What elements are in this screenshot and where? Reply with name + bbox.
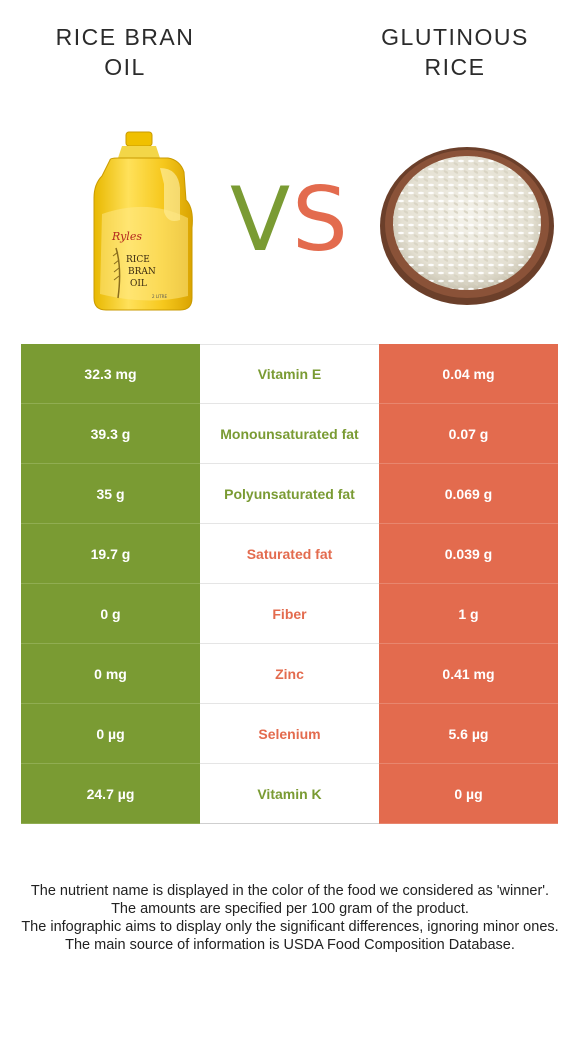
table-row: 24.7 µg Vitamin K 0 µg [21, 764, 558, 824]
bottle-label-line2: BRAN [128, 267, 156, 277]
vs-letter-s: S [292, 170, 348, 260]
left-value: 32.3 mg [21, 344, 200, 404]
right-value: 0.039 g [379, 524, 558, 584]
footnote-line2: The amounts are specified per 100 gram o… [111, 901, 469, 917]
nutrient-name: Fiber [200, 584, 379, 643]
table-row: 0 µg Selenium 5.6 µg [21, 704, 558, 764]
bottle-label-line3: OIL [130, 279, 147, 289]
table-row: 39.3 g Monounsaturated fat 0.07 g [21, 404, 558, 464]
bottle-label-line1: RICE [126, 255, 150, 265]
nutrient-name: Monounsaturated fat [200, 404, 379, 463]
left-food-title: RICE BRAN OIL [0, 22, 250, 82]
vs-label: V S [230, 170, 348, 260]
nutrient-name: Vitamin E [200, 344, 379, 403]
right-value: 0 µg [379, 764, 558, 824]
right-value: 0.069 g [379, 464, 558, 524]
right-food-title-line1: GLUTINOUS [381, 24, 529, 50]
footnote: The nutrient name is displayed in the co… [20, 882, 560, 954]
footnote-line1: The nutrient name is displayed in the co… [30, 883, 550, 899]
rice-bran-oil-bottle-image: Ryles RICE BRAN OIL 2 LITRE [93, 131, 193, 311]
nutrient-name: Selenium [200, 704, 379, 763]
nutrient-name: Zinc [200, 644, 379, 703]
table-row: 32.3 mg Vitamin E 0.04 mg [21, 344, 558, 404]
right-food-title: GLUTINOUS RICE [330, 22, 580, 82]
nutrient-name: Polyunsaturated fat [200, 464, 379, 523]
right-value: 1 g [379, 584, 558, 644]
table-row: 0 mg Zinc 0.41 mg [21, 644, 558, 704]
right-value: 5.6 µg [379, 704, 558, 764]
left-value: 39.3 g [21, 404, 200, 464]
left-value: 19.7 g [21, 524, 200, 584]
bottle-brand-text: Ryles [111, 230, 142, 243]
nutrient-name: Saturated fat [200, 524, 379, 583]
right-value: 0.04 mg [379, 344, 558, 404]
left-food-title-line2: OIL [104, 54, 146, 80]
left-value: 0 mg [21, 644, 200, 704]
right-value: 0.41 mg [379, 644, 558, 704]
right-value: 0.07 g [379, 404, 558, 464]
glutinous-rice-bowl-image [380, 147, 554, 305]
left-value: 0 g [21, 584, 200, 644]
vs-letter-v: V [230, 170, 290, 260]
bottle-volume-text: 2 LITRE [152, 294, 167, 299]
table-row: 19.7 g Saturated fat 0.039 g [21, 524, 558, 584]
table-row: 0 g Fiber 1 g [21, 584, 558, 644]
left-value: 24.7 µg [21, 764, 200, 824]
left-value: 0 µg [21, 704, 200, 764]
left-value: 35 g [21, 464, 200, 524]
footnote-line3: The infographic aims to display only the… [21, 919, 559, 935]
left-food-title-line1: RICE BRAN [55, 24, 195, 50]
footnote-line4: The main source of information is USDA F… [65, 937, 515, 953]
right-food-title-line2: RICE [424, 54, 486, 80]
comparison-table: 32.3 mg Vitamin E 0.04 mg 39.3 g Monouns… [21, 344, 558, 824]
nutrient-name: Vitamin K [200, 764, 379, 823]
table-row: 35 g Polyunsaturated fat 0.069 g [21, 464, 558, 524]
